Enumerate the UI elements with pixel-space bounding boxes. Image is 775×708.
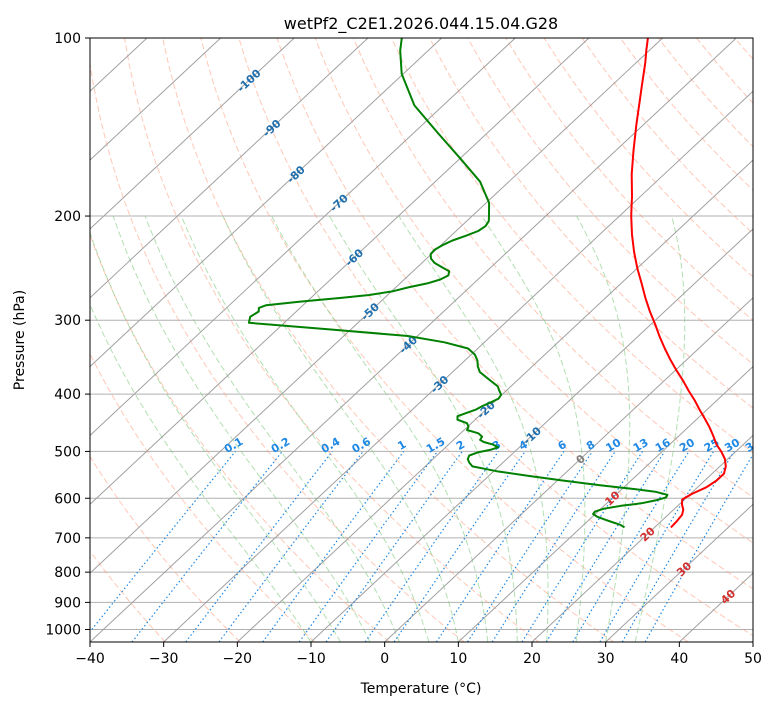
- mixing-ratio-line: [185, 451, 333, 642]
- dry-adiabat-line: [200, 38, 689, 642]
- isotherm-line: [90, 38, 369, 299]
- dry-adiabat-line: [314, 38, 753, 544]
- dry-adiabat-line: [90, 455, 241, 642]
- y-tick-label: 600: [54, 491, 81, 507]
- x-tick-label: −20: [223, 651, 253, 667]
- moist-adiabat-line: [112, 215, 371, 642]
- isotherm-line: [605, 503, 753, 642]
- mixing-ratio-label: 36: [743, 436, 763, 455]
- x-tick-label: −40: [75, 651, 105, 667]
- isotherm-line: [310, 228, 753, 642]
- dewpoint-profile: [247, 38, 669, 529]
- x-tick-label: 10: [449, 651, 467, 667]
- dry-adiabat-line: [467, 38, 753, 365]
- y-tick-label: 800: [54, 565, 81, 581]
- dry-adiabat-line: [90, 233, 390, 642]
- mixing-ratio-line: [644, 453, 753, 642]
- isotherm-line: [236, 159, 753, 642]
- mixing-ratio-line: [90, 451, 236, 633]
- x-tick-label: 40: [670, 651, 688, 667]
- isotherm-line: [90, 38, 442, 368]
- profiles: [247, 38, 727, 529]
- mixing-ratio-line: [364, 451, 499, 642]
- mixing-ratio-line: [325, 451, 463, 642]
- mixing-ratio-line: [298, 451, 438, 642]
- moist-adiabat-line: [481, 215, 586, 642]
- dry-adiabat-line: [352, 38, 753, 499]
- mixing-ratio-lines: [90, 451, 753, 642]
- moist-adiabat-line: [634, 215, 686, 642]
- chart-title: wetPf2_C2E1.2026.044.15.04.G28: [284, 14, 558, 34]
- mixing-ratio-line: [218, 451, 364, 642]
- isotherm-line: [384, 297, 753, 642]
- background-lines: [90, 38, 753, 642]
- moist-adiabats: [90, 215, 686, 642]
- mixing-ratio-line: [435, 451, 565, 642]
- dry-adiabat-line: [90, 352, 316, 642]
- mixing-ratio-line: [393, 451, 526, 642]
- moist-adiabat-line: [90, 303, 312, 642]
- mixing-ratio-line: [572, 451, 690, 642]
- plot-area: [90, 38, 753, 642]
- isotherm-line: [531, 434, 753, 642]
- moist-adiabat-line: [328, 215, 518, 642]
- mixing-ratio-line: [466, 451, 593, 642]
- dry-adiabat-line: [90, 550, 166, 642]
- y-tick-label: 700: [54, 531, 81, 547]
- x-tick-label: 30: [597, 651, 615, 667]
- y-tick-label: 1000: [45, 622, 81, 638]
- y-tick-label: 200: [54, 209, 81, 225]
- y-tick-label: 100: [54, 31, 81, 47]
- x-tick-label: −10: [296, 651, 326, 667]
- x-axis: −40 −30 −20 −10 0 10 20 30 40 50: [75, 642, 762, 667]
- y-tick-label: 300: [54, 313, 81, 329]
- dry-adiabat-line: [429, 38, 753, 409]
- dry-adiabat-line: [124, 38, 540, 642]
- y-axis: 100 200 300 400 500 600 700 800 900 1000: [45, 31, 90, 638]
- moist-adiabat-line: [90, 231, 341, 642]
- moist-adiabat-line: [398, 215, 549, 642]
- moist-adiabat-line: [222, 215, 459, 642]
- isotherm-line: [90, 38, 663, 574]
- y-tick-label: 400: [54, 387, 81, 403]
- mixing-ratio-line: [545, 451, 666, 642]
- y-tick-label: 900: [54, 595, 81, 611]
- moist-adiabat-line: [576, 215, 631, 642]
- isotherm-line: [163, 90, 753, 642]
- x-tick-label: 0: [380, 651, 389, 667]
- dry-adiabat-line: [90, 60, 465, 642]
- dry-adiabat-line: [390, 38, 753, 454]
- isotherm-line: [90, 38, 737, 642]
- x-tick-label: 50: [744, 651, 762, 667]
- y-axis-label: Pressure (hPa): [12, 290, 28, 390]
- mixing-ratio-line: [491, 451, 616, 642]
- moist-adiabat-line: [144, 215, 400, 642]
- plot-frame: [89, 37, 754, 643]
- isotherm-line: [90, 38, 295, 230]
- moist-adiabat-line: [180, 215, 430, 642]
- isotherm-line: [90, 38, 221, 161]
- mixing-ratio-line: [262, 451, 405, 642]
- dry-adiabat-line: [162, 38, 614, 642]
- x-axis-label: Temperature (°C): [360, 681, 482, 697]
- x-tick-label: −30: [149, 651, 179, 667]
- temperature-profile: [630, 38, 727, 529]
- isotherm-line: [90, 38, 516, 437]
- isotherm-line: [457, 365, 753, 642]
- isotherm-line: [90, 38, 590, 505]
- isotherms: [90, 38, 753, 642]
- y-tick-label: 500: [54, 444, 81, 460]
- x-tick-label: 20: [523, 651, 541, 667]
